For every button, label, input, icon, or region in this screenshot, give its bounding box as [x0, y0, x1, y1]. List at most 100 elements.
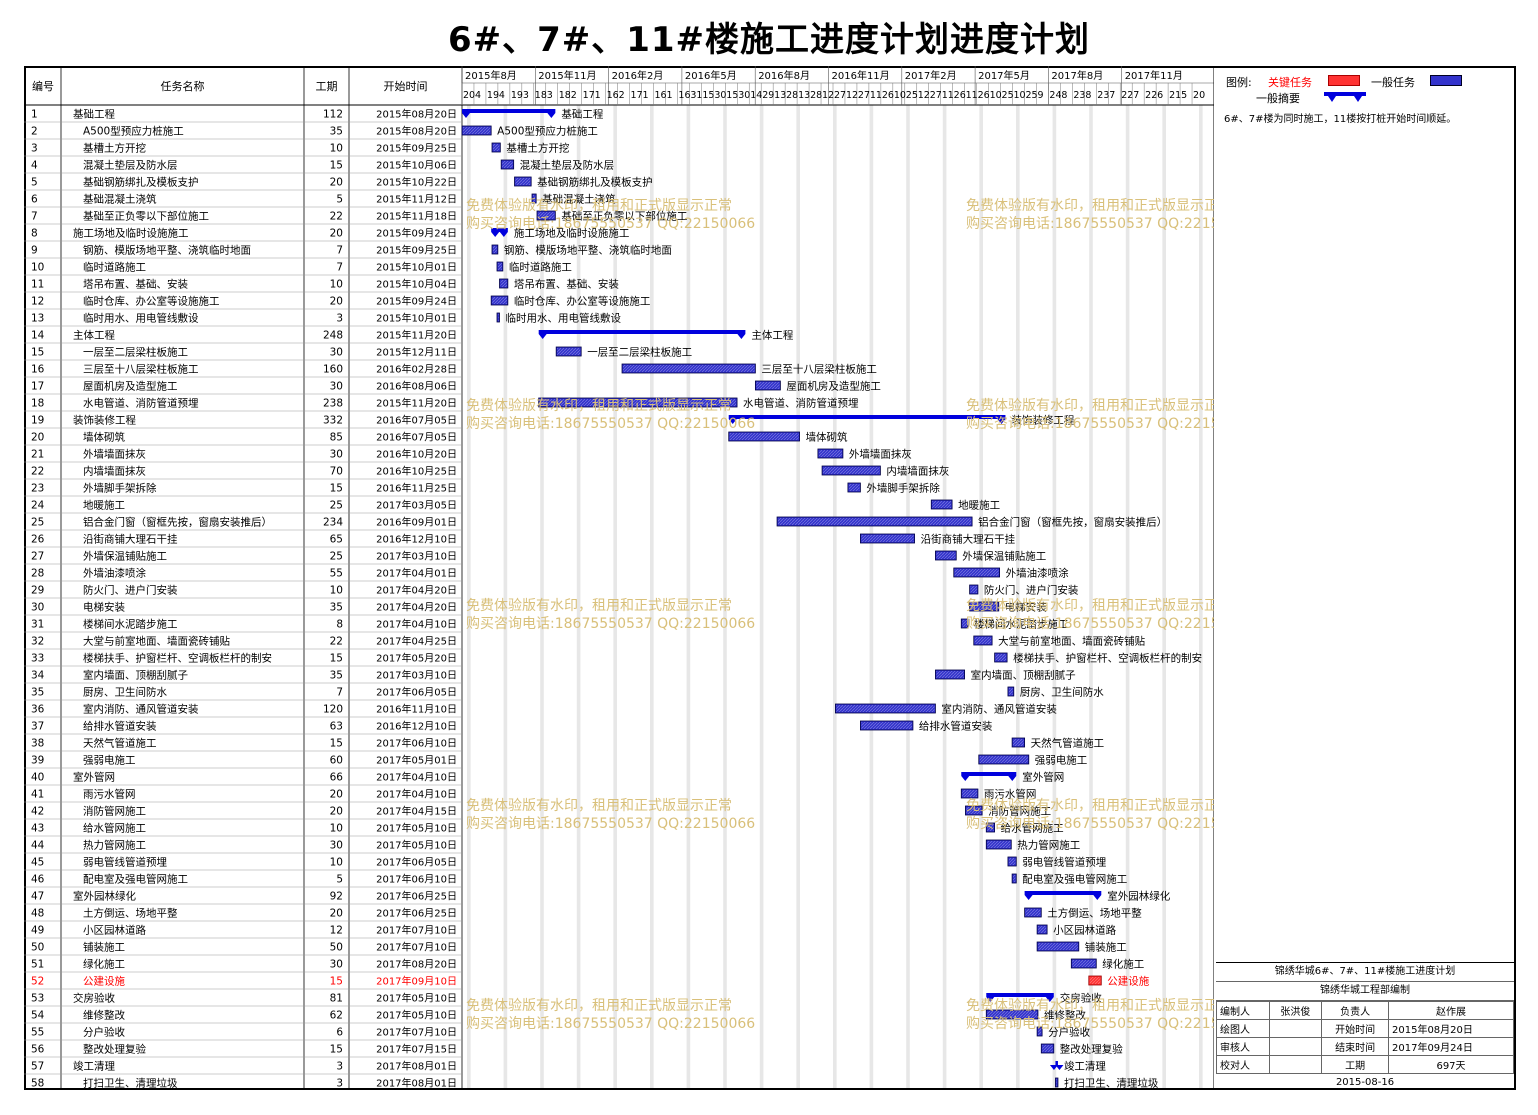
task-bar-hatch: [538, 212, 555, 219]
task-bar-hatch: [932, 501, 952, 508]
timeline-day-label: 2: [571, 90, 577, 101]
task-start: 2015年10月22日: [376, 176, 457, 189]
task-start: 2017年06月05日: [376, 856, 457, 869]
task-bar-label: 强弱电施工: [1035, 754, 1088, 767]
task-id: 12: [31, 296, 44, 308]
timeline-day-label: 25: [1002, 90, 1014, 101]
task-bar-hatch: [498, 263, 502, 270]
task-id: 23: [31, 483, 44, 495]
task-name: 土方倒运、场地平整: [83, 907, 178, 920]
task-bar-label: 墙体砌筑: [806, 431, 848, 444]
note-text: 6#、7#楼为同时施工，11楼按打桩开始时间顺延。: [1224, 114, 1457, 125]
task-bar-label: 混凝土垫层及防水层: [520, 159, 615, 172]
task-duration: 50: [330, 942, 343, 954]
task-id: 28: [31, 568, 44, 580]
watermark-text: 免费体验版有水印，租用和正式版显示正常: [466, 798, 732, 814]
task-duration: 55: [330, 568, 343, 580]
summary-bar: [986, 993, 1054, 1002]
signoff-cell: 2015年08月20日: [1388, 1019, 1514, 1038]
task-id: 54: [31, 1010, 45, 1022]
signoff-block: 锦绣华城6#、7#、11#楼施工进度计划 锦绣华城工程部编制 编制人 张洪俊 负…: [1216, 962, 1514, 1089]
signoff-dept: 锦绣华城工程部编制: [1216, 982, 1514, 1001]
task-bar-label: 装饰装修工程: [1011, 414, 1074, 427]
shade-column: [979, 105, 983, 1088]
task-bar-hatch: [1013, 739, 1024, 746]
task-duration: 70: [330, 466, 343, 478]
page-title: 6#、7#、11#楼施工进度计划进度计划: [447, 20, 1091, 60]
task-duration: 20: [330, 806, 343, 818]
task-name: 天然气管道施工: [83, 737, 157, 750]
task-id: 48: [31, 908, 44, 920]
task-start: 2017年09月10日: [376, 975, 457, 988]
task-start: 2017年07月10日: [376, 1026, 457, 1039]
timeline-day-label: 3: [547, 90, 553, 101]
task-id: 1: [31, 109, 38, 121]
task-bar-hatch: [623, 365, 755, 372]
task-bar-label: 楼梯扶手、护窗栏杆、空调板栏杆的制安: [1013, 652, 1202, 665]
task-name: 混凝土垫层及防水层: [83, 159, 178, 172]
summary-bar: [1024, 891, 1102, 900]
timeline-day-label: 10: [990, 90, 1002, 101]
task-duration: 20: [330, 296, 343, 308]
task-start: 2015年08月20日: [376, 125, 457, 138]
signoff-cell: [1268, 1055, 1323, 1074]
task-duration: 22: [330, 211, 343, 223]
signoff-project: 锦绣华城6#、7#、11#楼施工进度计划: [1216, 963, 1514, 982]
shade-column: [1199, 105, 1203, 1088]
task-duration: 60: [330, 755, 343, 767]
task-id: 37: [31, 721, 44, 733]
task-bar-hatch: [515, 178, 531, 185]
task-start: 2016年11月10日: [376, 703, 457, 716]
task-start: 2017年08月01日: [376, 1077, 457, 1089]
task-duration: 3: [336, 313, 343, 325]
task-duration: 112: [323, 109, 343, 121]
task-start: 2017年05月10日: [376, 839, 457, 852]
task-start: 2016年09月01日: [376, 516, 457, 529]
timeline-day-label: 20: [463, 90, 475, 101]
task-name: 打扫卫生、清理垃圾: [83, 1077, 178, 1089]
task-start: 2016年11月25日: [376, 482, 457, 495]
watermark-text: 购买咨询电话:18675550537 QQ:22150066: [966, 616, 1214, 632]
task-start: 2017年04月20日: [376, 584, 457, 597]
task-bar-hatch: [818, 450, 842, 457]
signoff-date: 2015-08-16: [1335, 1077, 1395, 1088]
watermark-text: 免费体验版有水印，租用和正式版显示正常: [966, 398, 1214, 414]
task-duration: 10: [330, 143, 343, 155]
task-duration: 10: [330, 585, 343, 597]
task-start: 2017年06月10日: [376, 737, 457, 750]
task-start: 2017年04月25日: [376, 635, 457, 648]
timeline-day-label: 1: [595, 90, 601, 101]
task-bar-hatch: [987, 824, 994, 831]
task-name: 屋面机房及造型施工: [83, 380, 178, 393]
timeline-day-label: 7: [1109, 90, 1115, 101]
task-start: 2016年10月25日: [376, 465, 457, 478]
task-name: 水电管道、消防管道预埋: [83, 397, 199, 410]
task-name: 主体工程: [73, 330, 115, 342]
timeline-day-label: 23: [1073, 90, 1085, 101]
signoff-row: 审核人 结束时间 2017年09月24日: [1216, 1037, 1514, 1056]
task-start: 2017年04月10日: [376, 771, 457, 784]
timeline-day-label: 25: [1025, 90, 1037, 101]
timeline-day-label: 4: [499, 90, 505, 101]
task-duration: 81: [330, 993, 343, 1005]
task-start: 2017年04月15日: [376, 805, 457, 818]
task-bar-hatch: [954, 569, 999, 576]
task-duration: 30: [330, 959, 343, 971]
task-bar-label: 水电管道、消防管道预埋: [743, 397, 859, 410]
timeline-year-label: 2016年11月: [832, 69, 890, 82]
task-start: 2017年04月10日: [376, 618, 457, 631]
task-duration: 30: [330, 449, 343, 461]
task-id: 47: [31, 891, 44, 903]
summary-bar: [462, 109, 556, 118]
task-duration: 15: [330, 653, 343, 665]
task-id: 3: [31, 143, 38, 155]
task-duration: 15: [330, 483, 343, 495]
task-id: 33: [31, 653, 44, 665]
task-start: 2015年11月18日: [376, 210, 457, 223]
task-name: 雨污水管网: [83, 788, 136, 801]
task-bar-label: 弱电管线管道预埋: [1022, 856, 1106, 869]
task-bar-hatch: [970, 603, 998, 610]
task-bar-label: 公建设施: [1107, 975, 1149, 988]
task-bar-label: 基础钢筋绑扎及模板支护: [537, 176, 653, 189]
summary-bar: [1049, 1061, 1064, 1070]
